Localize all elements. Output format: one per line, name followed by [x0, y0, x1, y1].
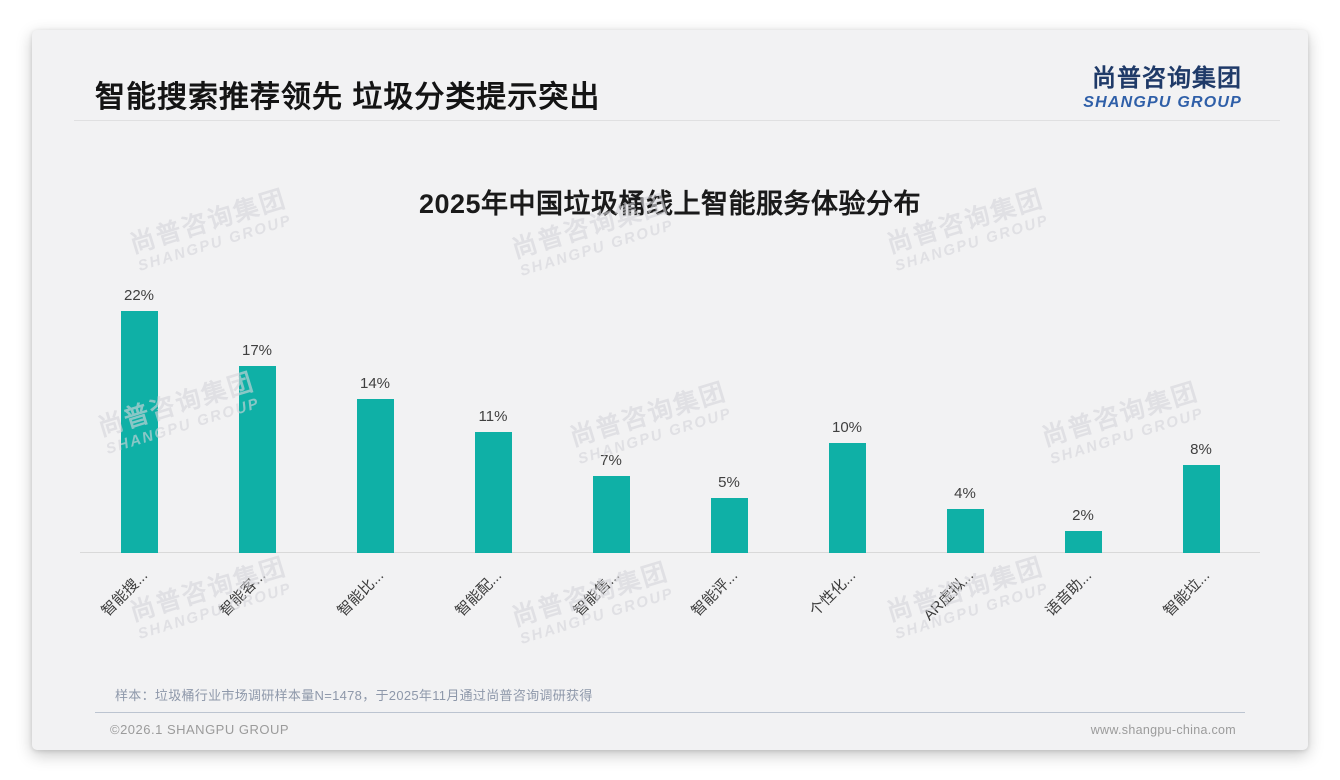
x-axis-label: 智能评... [688, 567, 742, 620]
logo-english-text: SHANGPU GROUP [1083, 94, 1242, 111]
bar-1 [120, 311, 158, 553]
x-axis-label: 个性化... [806, 567, 860, 620]
x-axis-label: 智能比... [334, 567, 388, 620]
x-axis-label: 智能客... [216, 567, 270, 620]
bar-chart: 22% 智能搜... 17% 智能客... 14% 智能比... 11% 智能配... 7% 智能… [80, 273, 1260, 624]
bar-value-label: 2% [1072, 507, 1094, 524]
bar-value-label: 22% [123, 287, 155, 304]
bar-2 [238, 366, 276, 553]
bar-value-label: 14% [359, 375, 391, 392]
footer-website: www.shangpu-china.com [1090, 723, 1236, 737]
bar-value-label: 4% [954, 485, 976, 502]
slide-title: 智能搜索推荐领先 垃圾分类提示突出 [95, 81, 601, 114]
bar-3 [356, 399, 394, 553]
x-axis-label: 智能垃... [1160, 567, 1214, 620]
x-axis-label: 智能配... [452, 567, 506, 620]
bar-8 [946, 509, 984, 553]
chart-title: 2025年中国垃圾桶线上智能服务体验分布 [418, 189, 922, 219]
x-axis-label: 智能售... [570, 567, 624, 620]
company-logo: 尚普咨询集团 SHANGPU GROUP [1083, 58, 1242, 112]
bar-value-label: 11% [478, 408, 508, 425]
bar-value-label: 7% [600, 452, 622, 469]
slide-card: 智能搜索推荐领先 垃圾分类提示突出 尚普咨询集团 SHANGPU GROUP 2… [32, 30, 1308, 750]
bar-9 [1064, 531, 1102, 553]
bar-7 [828, 443, 866, 553]
bar-10 [1182, 465, 1220, 553]
bar-value-label: 17% [241, 342, 273, 359]
x-axis-label: AR虚拟... [920, 567, 978, 624]
bar-value-label: 10% [831, 419, 863, 436]
footer-copyright: ©2026.1 SHANGPU GROUP [110, 722, 290, 737]
x-axis-label: 语音助... [1042, 567, 1096, 620]
header-divider [74, 120, 1280, 121]
logo-chinese-text: 尚普咨询集团 [1092, 65, 1242, 92]
bar-4 [474, 432, 512, 553]
bar-5 [592, 476, 630, 553]
bar-value-label: 5% [718, 474, 740, 491]
x-axis-line [80, 552, 1260, 553]
footer-divider [95, 712, 1245, 713]
bar-value-label: 8% [1190, 441, 1212, 458]
bar-6 [710, 498, 748, 553]
x-axis-label: 智能搜... [98, 567, 152, 620]
sample-note: 样本：垃圾桶行业市场调研样本量N=1478，于2025年11月通过尚普咨询调研获… [115, 688, 593, 703]
